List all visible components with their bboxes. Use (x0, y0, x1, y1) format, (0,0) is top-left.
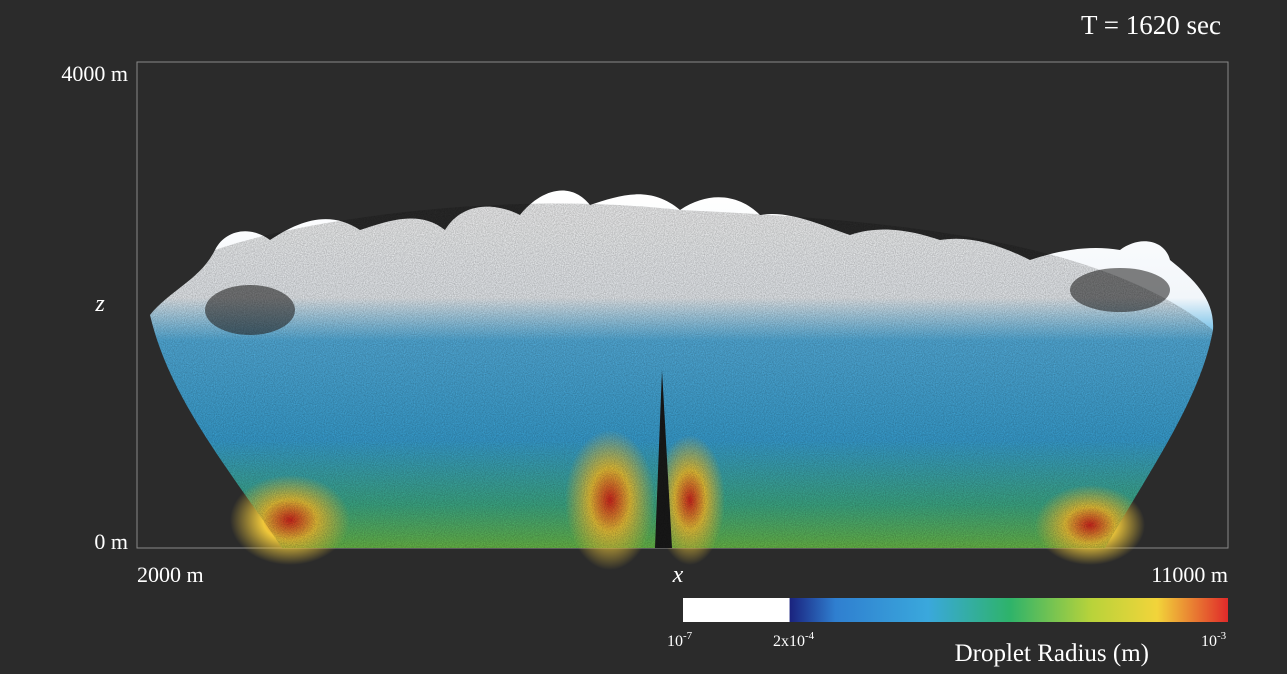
colorbar-tick: 10-3 (1201, 630, 1227, 650)
figure: T = 1620 sec 4000 m 0 m z 2000 m 11000 m… (0, 0, 1287, 674)
z-tick-label: 0 m (94, 529, 128, 554)
time-label: T = 1620 sec (1081, 10, 1221, 40)
z-axis-label: z (94, 291, 105, 317)
x-axis-label: x (672, 562, 684, 588)
z-tick-label: 4000 m (61, 61, 128, 86)
x-tick-label: 2000 m (137, 562, 204, 587)
colorbar (683, 598, 1228, 622)
plot (137, 62, 1228, 570)
colorbar-title: Droplet Radius (m) (955, 640, 1149, 667)
x-tick-label: 11000 m (1151, 562, 1228, 587)
colorbar-tick: 2x10-4 (773, 630, 815, 650)
colorbar-tick: 10-7 (667, 630, 693, 650)
